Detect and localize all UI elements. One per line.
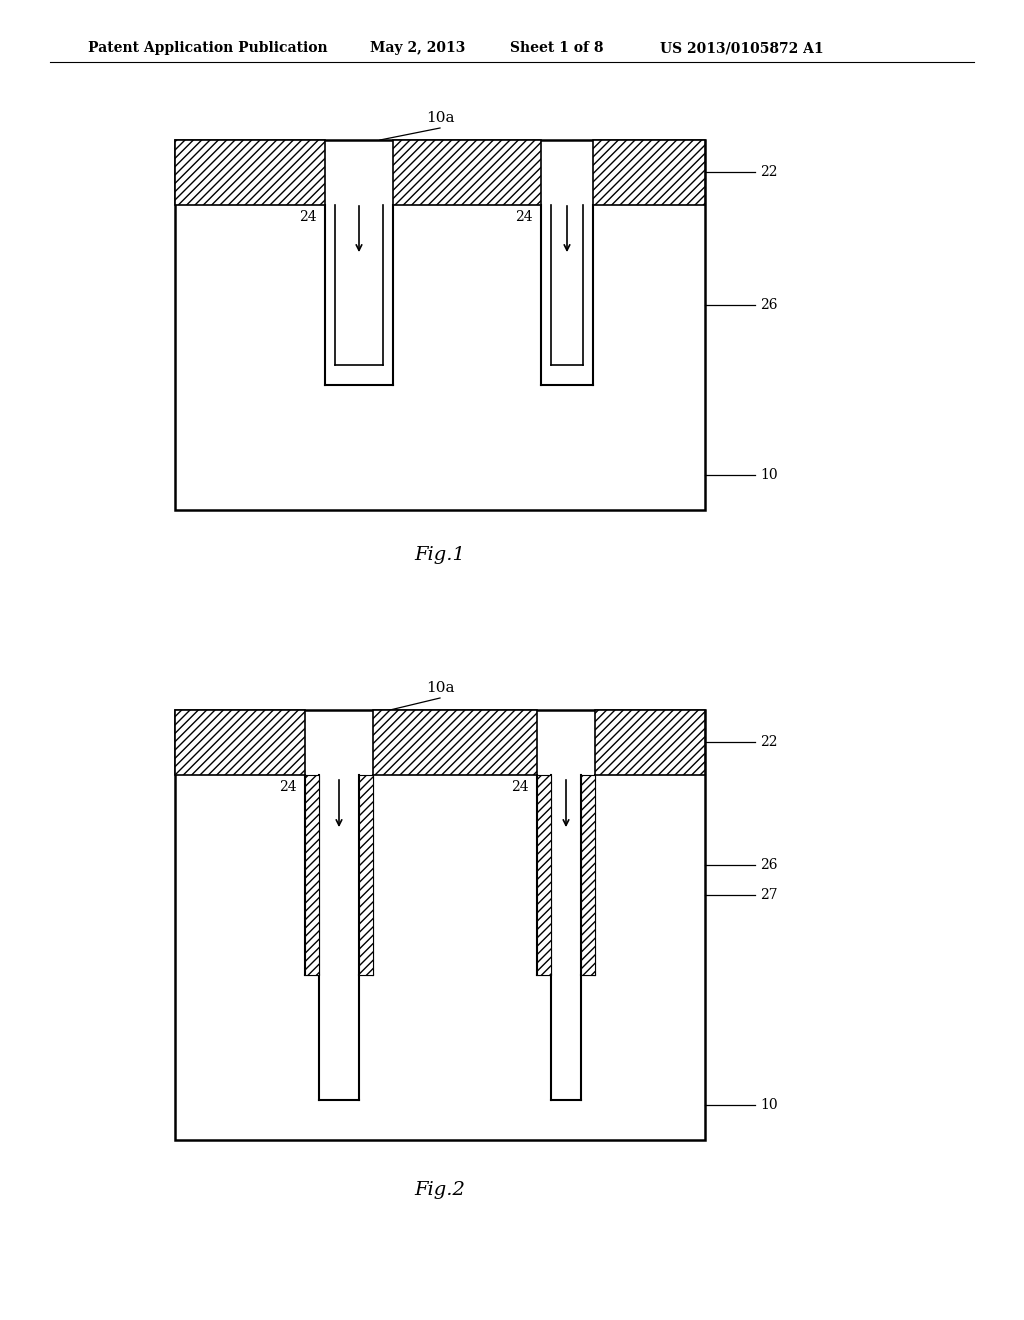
Text: Fig.1: Fig.1 bbox=[415, 546, 466, 564]
Text: May 2, 2013: May 2, 2013 bbox=[370, 41, 465, 55]
Bar bbox=[175, 710, 305, 775]
Bar bbox=[359, 775, 373, 975]
Text: 10a: 10a bbox=[426, 681, 455, 696]
Text: 24: 24 bbox=[299, 210, 317, 224]
Text: Fig.2: Fig.2 bbox=[415, 1181, 466, 1199]
Text: 10a: 10a bbox=[426, 111, 455, 125]
Text: Sheet 1 of 8: Sheet 1 of 8 bbox=[510, 41, 603, 55]
Bar bbox=[175, 710, 705, 1140]
Bar bbox=[537, 775, 551, 975]
Bar bbox=[595, 710, 705, 775]
Bar bbox=[175, 140, 325, 205]
Text: 26: 26 bbox=[760, 858, 777, 873]
Bar bbox=[581, 775, 595, 975]
Text: 26: 26 bbox=[760, 298, 777, 312]
Text: 24: 24 bbox=[511, 780, 529, 795]
Text: 22: 22 bbox=[760, 165, 777, 180]
Text: 10: 10 bbox=[760, 469, 777, 482]
Text: 27: 27 bbox=[760, 888, 777, 902]
Bar bbox=[393, 140, 541, 205]
Text: 24: 24 bbox=[515, 210, 534, 224]
Text: 22: 22 bbox=[760, 735, 777, 748]
Bar bbox=[373, 710, 537, 775]
Text: Patent Application Publication: Patent Application Publication bbox=[88, 41, 328, 55]
Text: 10: 10 bbox=[760, 1098, 777, 1111]
Bar bbox=[305, 775, 319, 975]
Bar bbox=[175, 140, 705, 510]
Text: US 2013/0105872 A1: US 2013/0105872 A1 bbox=[660, 41, 823, 55]
Text: 24: 24 bbox=[280, 780, 297, 795]
Bar bbox=[593, 140, 705, 205]
